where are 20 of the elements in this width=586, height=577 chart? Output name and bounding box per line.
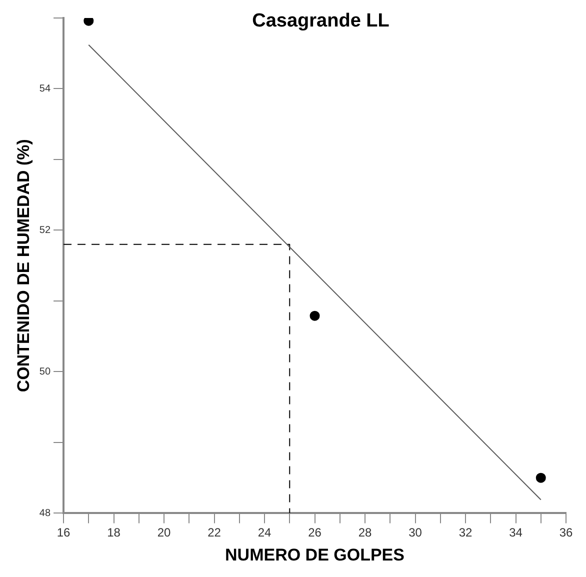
x-tick-label: 24 [258,526,272,540]
point [310,310,320,321]
y-tick-label: 54 [39,83,51,94]
x-tick-label: 32 [458,526,472,540]
x-tick-label: 20 [157,526,172,540]
chart-title: Casagrande LL [252,10,390,32]
x-tick-label: 26 [308,526,322,540]
y-tick-label: 52 [39,224,51,236]
x-tick-label: 22 [208,526,222,540]
x-tick-label: 30 [408,526,422,540]
x-tick-label: 16 [56,526,71,540]
y-axis-title: CONTENIDO DE HUMEDAD (%) [14,139,33,392]
x-axis-title: NUMERO DE GOLPES [225,545,404,564]
x-tick-label: 34 [509,526,523,540]
y-tick-label: 50 [39,366,51,378]
x-tick-label: 28 [358,526,372,540]
y-tick-label: 48 [39,508,51,519]
x-tick-label: 36 [559,526,573,540]
x-tick-label: 18 [107,526,121,540]
point [536,472,546,483]
